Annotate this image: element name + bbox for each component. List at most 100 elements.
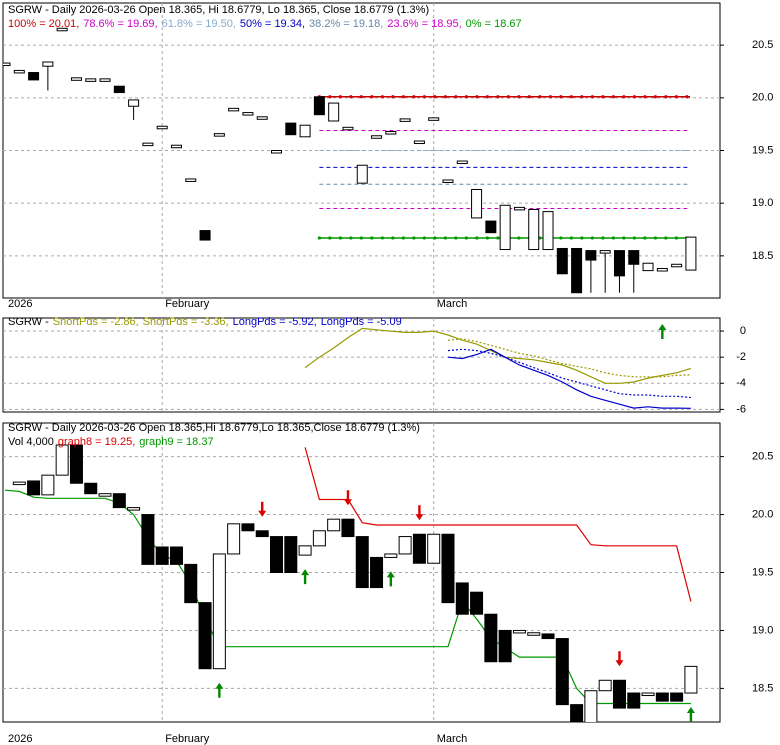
fib-dot: [643, 95, 647, 99]
candle-body: [371, 135, 383, 139]
signal-marks: [3, 423, 720, 722]
fib-dot: [685, 95, 689, 99]
candle-body: [455, 582, 469, 615]
candle-body: [141, 514, 155, 565]
candle-body: [428, 117, 440, 121]
candle-body: [84, 482, 98, 495]
candle-body: [499, 204, 511, 251]
fib-dot: [443, 95, 447, 99]
down-arrow: [615, 651, 624, 667]
legend-entry: graph8 = 19.25,: [58, 436, 135, 448]
fib-dot: [632, 236, 636, 240]
y-tick-label: -2: [736, 351, 746, 363]
down-arrow: [415, 505, 424, 521]
legend-entry: SGRW -: [8, 316, 49, 328]
candle-body: [541, 633, 555, 640]
candle-body: [55, 444, 69, 476]
fib-dot: [559, 236, 563, 240]
fib-dot: [433, 95, 437, 99]
up-arrow: [301, 569, 310, 585]
fib-dot: [664, 236, 668, 240]
fib-dot: [317, 236, 321, 240]
fib-dot: [580, 95, 584, 99]
candle-body: [628, 250, 640, 265]
candle-body: [470, 591, 484, 615]
up-arrow: [386, 571, 395, 587]
panel-header: SGRW - ShortPds = -2.86, ShortPds = -3.36,…: [8, 316, 402, 328]
fib-dot: [401, 95, 405, 99]
candle-body: [155, 546, 169, 565]
candle-body: [113, 85, 125, 94]
candle-body: [612, 679, 626, 709]
fib-dot: [380, 95, 384, 99]
fib-dot: [422, 95, 426, 99]
fib-dot: [370, 236, 374, 240]
legend-entry: 78.6% = 19.69,: [83, 18, 157, 30]
series-line: [447, 338, 691, 378]
series-line: [447, 348, 691, 409]
legend-entry: Vol 4,000: [8, 436, 54, 448]
fib-dot: [328, 236, 332, 240]
y-tick-label: 20.0: [752, 508, 773, 520]
candle-body: [184, 563, 198, 604]
candle-body: [270, 536, 284, 574]
fib-dot: [601, 95, 605, 99]
candle-body: [584, 690, 598, 722]
legend-entry: graph9 = 18.37: [139, 436, 213, 448]
fib-dot: [454, 95, 458, 99]
candle-body: [98, 493, 112, 497]
candle-body: [385, 131, 397, 135]
candle-body: [241, 523, 255, 532]
fib-dot: [380, 236, 384, 240]
candle-body: [271, 150, 283, 154]
legend-entry: ShortPds = -2.86,: [53, 316, 139, 328]
candle-body: [571, 247, 583, 294]
panel-header: SGRW - Daily 2026-03-26 Open 18.365, Hi …: [8, 4, 429, 16]
candle-body: [242, 112, 254, 116]
fib-dot: [443, 236, 447, 240]
x-tick-label: February: [165, 298, 210, 310]
candle-body: [285, 122, 297, 136]
fib-dot: [475, 236, 479, 240]
labels: 20.5 20.0 19.5 19.0 18.5 2026 February March SGR…: [8, 4, 773, 745]
fib-dot: [674, 95, 678, 99]
fib-dot: [412, 95, 416, 99]
candle-body: [670, 692, 684, 702]
fib-dot: [632, 95, 636, 99]
candle-body: [56, 27, 68, 32]
y-tick-label: 19.5: [752, 566, 773, 578]
candle-body: [641, 692, 655, 697]
candle-body: [570, 704, 584, 722]
candle-body: [342, 126, 354, 131]
fib-dot: [422, 236, 426, 240]
y-tick-label: 20.0: [752, 92, 773, 104]
candle-body: [471, 188, 483, 219]
candle-body: [42, 61, 54, 67]
fib-dot: [454, 236, 458, 240]
legend-entry: 50% = 19.34,: [240, 18, 305, 30]
fib-dot: [569, 95, 573, 99]
up-arrow: [658, 324, 667, 339]
candle-body: [284, 536, 298, 574]
candle-body: [413, 140, 425, 145]
fib-dot: [485, 236, 489, 240]
fib-dot: [338, 95, 342, 99]
candle-body: [542, 211, 554, 251]
series-line: [447, 348, 691, 399]
candle-body: [441, 533, 455, 604]
candle-body: [142, 142, 154, 147]
candle-body: [556, 247, 568, 275]
candle-body: [656, 268, 668, 272]
fib-dot: [349, 236, 353, 240]
candle-body: [70, 77, 82, 81]
candle-body: [512, 629, 526, 634]
candle-body: [255, 530, 269, 538]
y-tick-label: 19.0: [752, 197, 773, 209]
fib-dot: [433, 236, 437, 240]
candle-body: [355, 536, 369, 589]
fib-dot: [674, 236, 678, 240]
fib-dot: [664, 95, 668, 99]
